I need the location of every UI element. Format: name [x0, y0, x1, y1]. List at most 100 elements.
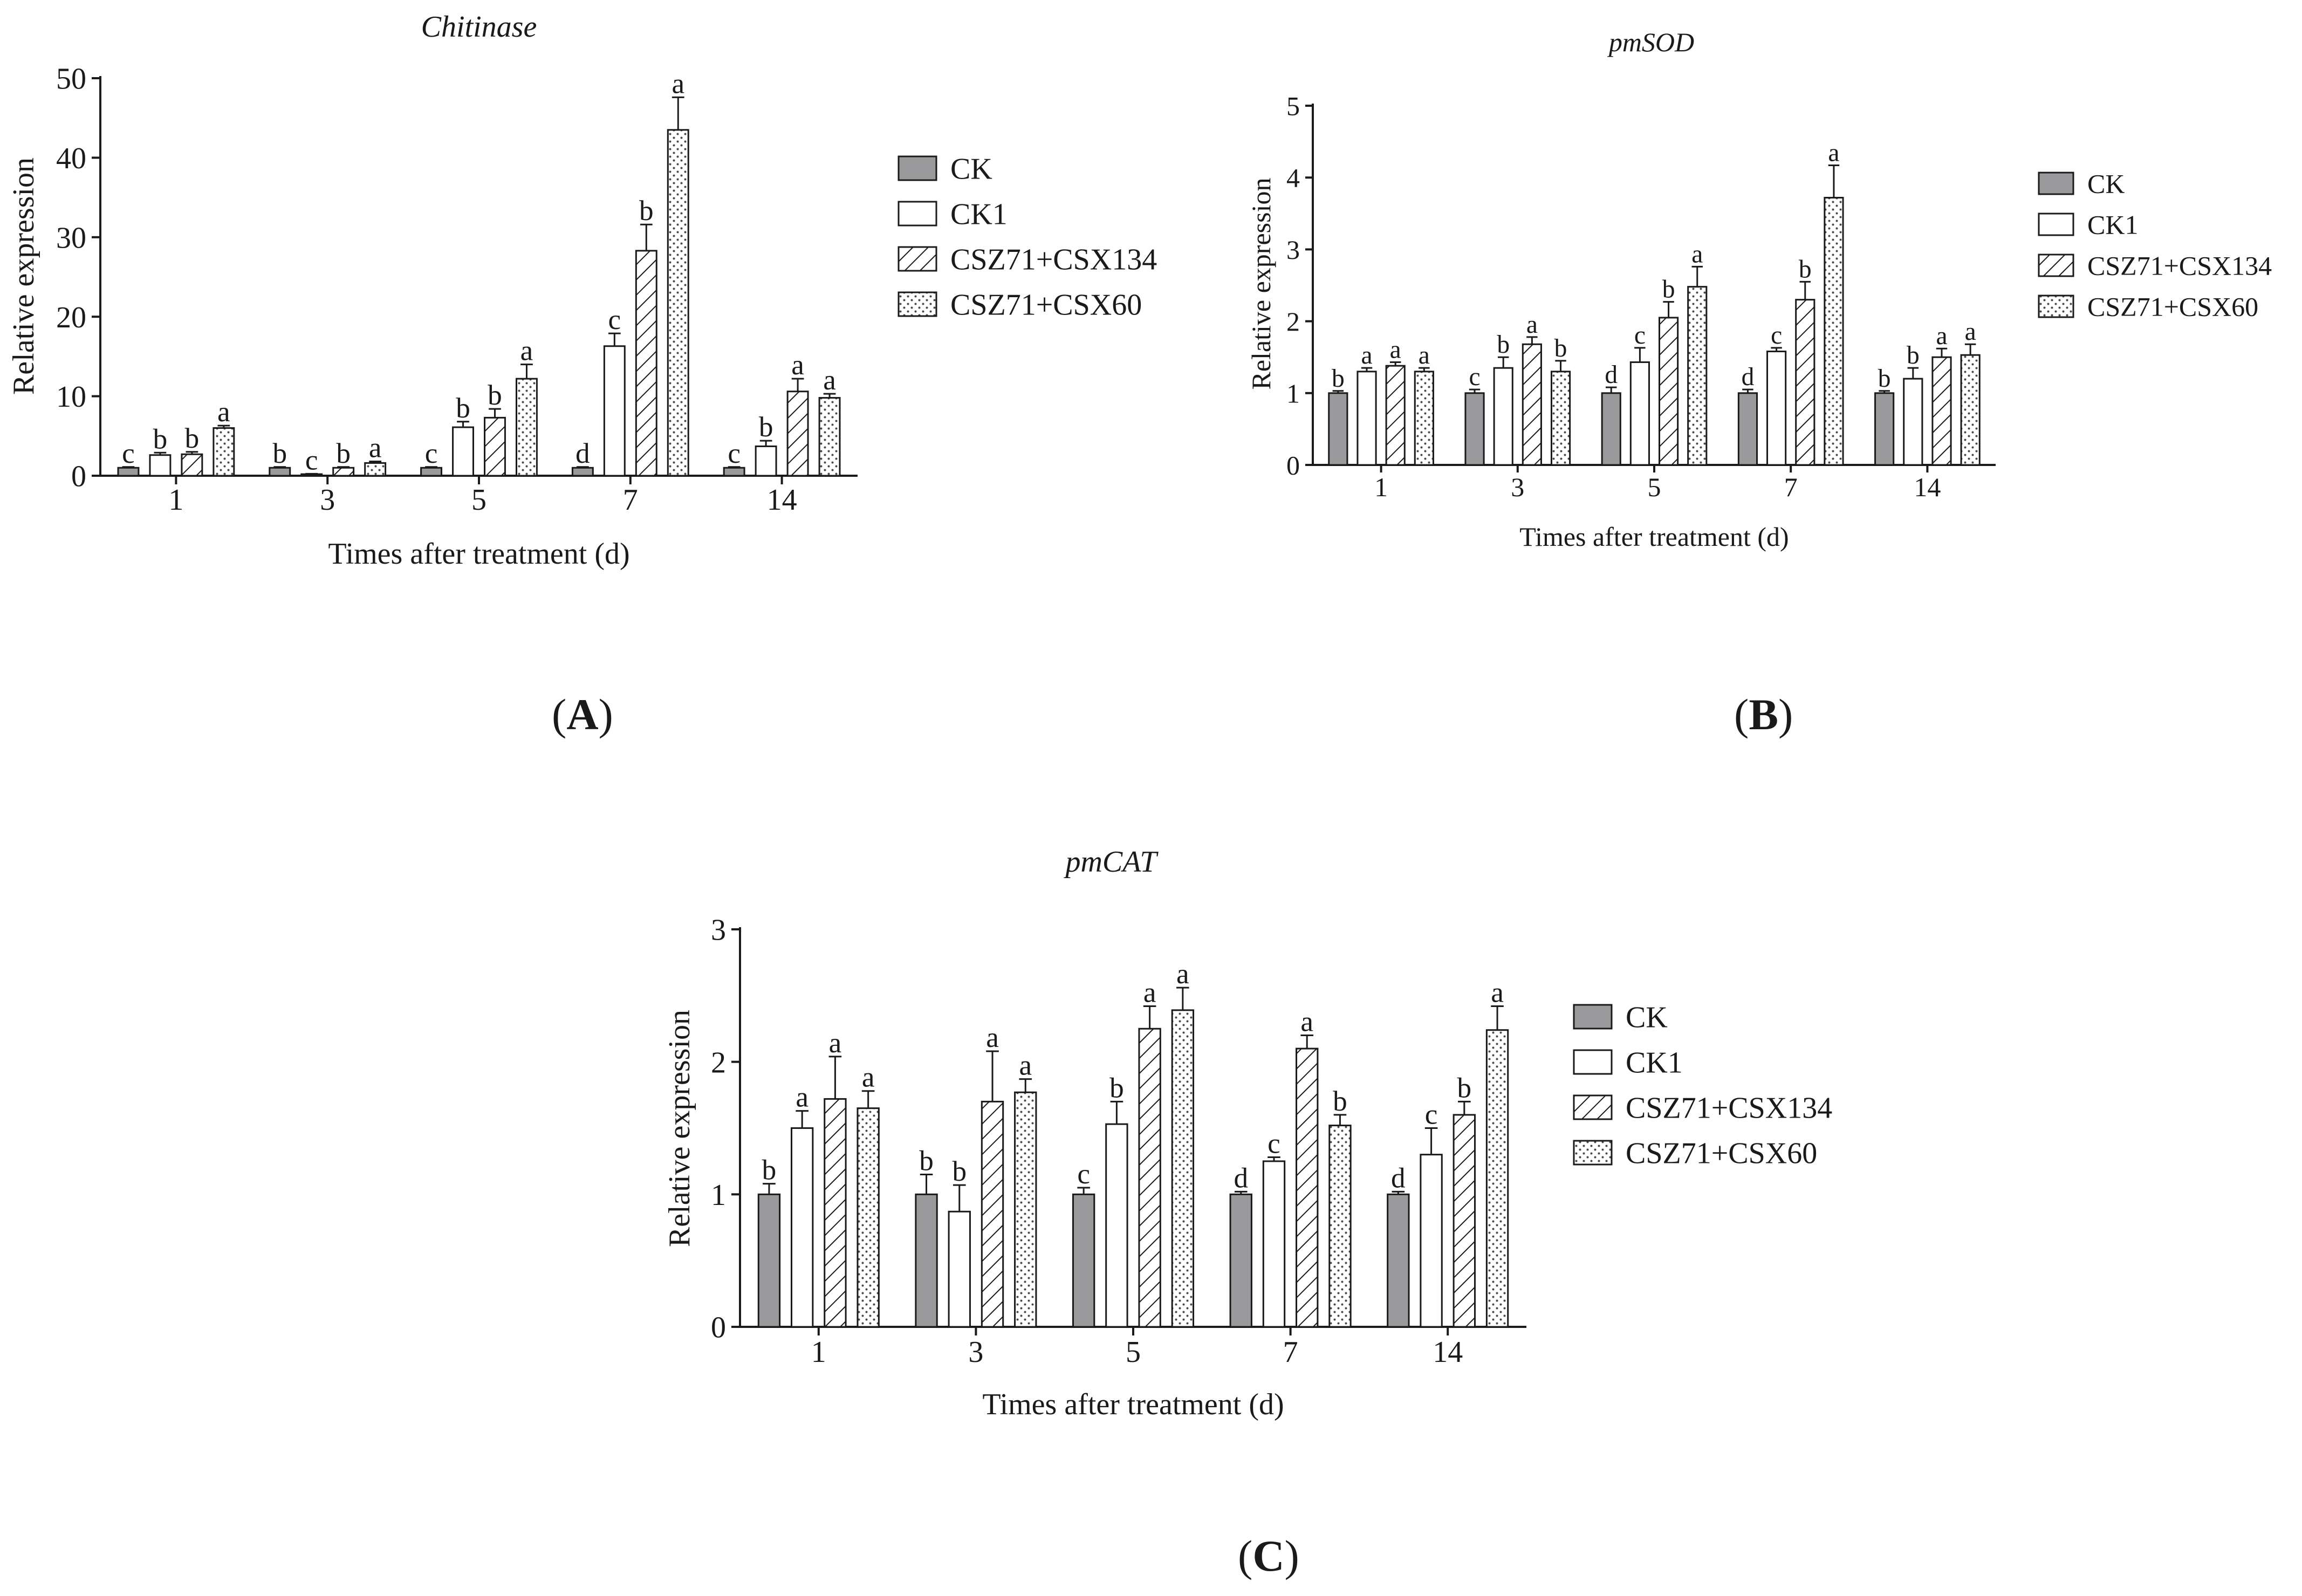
- bar-ck1: [790, 1127, 814, 1328]
- significance-letter: a: [862, 1061, 875, 1093]
- bar-csz71-csx60: [1328, 1125, 1352, 1328]
- legend-label: CSZ71+CSX134: [950, 243, 1157, 277]
- legend-label: CK: [950, 153, 992, 186]
- significance-letter: b: [919, 1145, 934, 1176]
- significance-letter: a: [791, 349, 804, 381]
- significance-letter: a: [823, 364, 836, 396]
- chart-title: Chitinase: [421, 10, 537, 44]
- x-tick-label: 14: [1433, 1335, 1463, 1369]
- significance-letter: b: [1799, 255, 1812, 283]
- significance-letter: b: [1907, 341, 1920, 369]
- x-axis-label: Times after treatment (d): [1519, 522, 1789, 552]
- bar-ck1: [1420, 1154, 1443, 1328]
- significance-letter: c: [1425, 1099, 1438, 1131]
- x-tick-label: 14: [767, 483, 797, 517]
- significance-letter: c: [1077, 1158, 1090, 1190]
- bar-ck1: [1903, 378, 1923, 466]
- bar-csz71-csx60: [1550, 371, 1571, 466]
- bar-ck: [1464, 392, 1485, 466]
- x-tick-label: 1: [811, 1335, 826, 1369]
- y-axis-label: Relative expression: [7, 157, 40, 395]
- bar-csz71-csx60: [818, 397, 841, 477]
- legend-label: CSZ71+CSX134: [2087, 251, 2272, 281]
- significance-letter: a: [369, 431, 382, 463]
- significance-letter: c: [305, 444, 318, 476]
- bar-csz71-csx134: [1931, 356, 1952, 466]
- panel-label-c: (C): [1238, 1531, 1299, 1580]
- chart-title: pmCAT: [1063, 845, 1159, 879]
- bar-csz71-csx134: [1658, 317, 1679, 466]
- x-tick-label: 5: [1126, 1335, 1141, 1369]
- significance-letter: d: [1234, 1162, 1248, 1194]
- significance-letter: b: [1332, 365, 1345, 393]
- significance-letter: b: [456, 392, 470, 424]
- bar-csz71-csx60: [1171, 1009, 1195, 1328]
- bar-ck: [1229, 1193, 1252, 1328]
- x-tick-label: 14: [1914, 472, 1941, 502]
- y-axis-label: Relative expression: [1246, 178, 1276, 390]
- bar-csz71-csx134: [981, 1100, 1004, 1328]
- bar-ck1: [603, 345, 626, 477]
- legend-label: CSZ71+CSX134: [1626, 1092, 1832, 1125]
- bar-csz71-csx134: [786, 391, 809, 477]
- significance-letter: c: [122, 437, 135, 469]
- bar-ck: [1737, 392, 1758, 466]
- significance-letter: c: [1634, 321, 1646, 350]
- significance-letter: a: [796, 1081, 809, 1113]
- legend-swatch: [2038, 254, 2074, 277]
- significance-letter: b: [639, 195, 654, 227]
- y-tick-label: 1: [711, 1179, 726, 1212]
- significance-letter: b: [1457, 1072, 1472, 1104]
- bar-csz71-csx134: [1795, 299, 1815, 466]
- significance-letter: d: [1605, 361, 1618, 389]
- legend-swatch: [1573, 1140, 1613, 1166]
- y-tick-label: 4: [1286, 163, 1300, 193]
- bar-csz71-csx134: [1522, 343, 1542, 466]
- bar-csz71-csx134: [1385, 365, 1406, 466]
- legend-label: CSZ71+CSX60: [2087, 292, 2258, 322]
- bar-ck: [915, 1193, 938, 1328]
- significance-letter: d: [576, 437, 590, 469]
- x-tick-label: 1: [168, 483, 183, 517]
- bar-csz71-csx60: [364, 462, 387, 477]
- bar-csz71-csx134: [824, 1098, 847, 1328]
- y-tick-label: 0: [711, 1311, 726, 1345]
- bar-csz71-csx60: [1014, 1091, 1037, 1328]
- legend-swatch: [1573, 1094, 1613, 1120]
- legend-swatch: [2038, 172, 2074, 195]
- bar-csz71-csx60: [1824, 196, 1844, 466]
- bar-csz71-csx60: [667, 129, 689, 477]
- legend-swatch: [897, 155, 937, 181]
- significance-letter: b: [272, 437, 287, 469]
- y-tick-label: 2: [711, 1046, 726, 1079]
- y-tick-label: 10: [56, 380, 86, 414]
- bar-csz71-csx134: [1453, 1114, 1476, 1328]
- legend-label: CK1: [950, 198, 1008, 231]
- bar-ck1: [1262, 1160, 1286, 1328]
- significance-letter: a: [1419, 341, 1430, 369]
- bar-ck1: [149, 454, 172, 477]
- x-tick-label: 3: [320, 483, 335, 517]
- legend-label: CK: [1626, 1001, 1668, 1035]
- significance-letter: a: [1691, 240, 1703, 268]
- significance-letter: b: [1333, 1085, 1347, 1117]
- bar-ck1: [1629, 361, 1650, 466]
- significance-letter: a: [1143, 976, 1156, 1008]
- legend-label: CK: [2087, 169, 2125, 199]
- y-tick-label: 0: [1286, 450, 1300, 481]
- significance-letter: b: [185, 422, 200, 454]
- bar-csz71-csx60: [515, 378, 538, 477]
- significance-letter: b: [1878, 365, 1891, 393]
- significance-letter: a: [1491, 976, 1504, 1008]
- panel-label-b: (B): [1734, 690, 1793, 739]
- x-tick-label: 7: [1283, 1335, 1298, 1369]
- legend-label: CSZ71+CSX60: [1626, 1137, 1817, 1170]
- panel-c-pmcat-chart: pmCAT 0 1 2 3 Relative expression Times after …: [663, 845, 1832, 1421]
- bar-csz71-csx134: [1138, 1028, 1161, 1328]
- significance-letter: c: [1469, 363, 1480, 391]
- significance-letter: a: [1390, 336, 1401, 364]
- bar-ck: [1874, 392, 1895, 466]
- bar-ck1: [1766, 351, 1787, 466]
- legend-label: CK1: [1626, 1046, 1683, 1080]
